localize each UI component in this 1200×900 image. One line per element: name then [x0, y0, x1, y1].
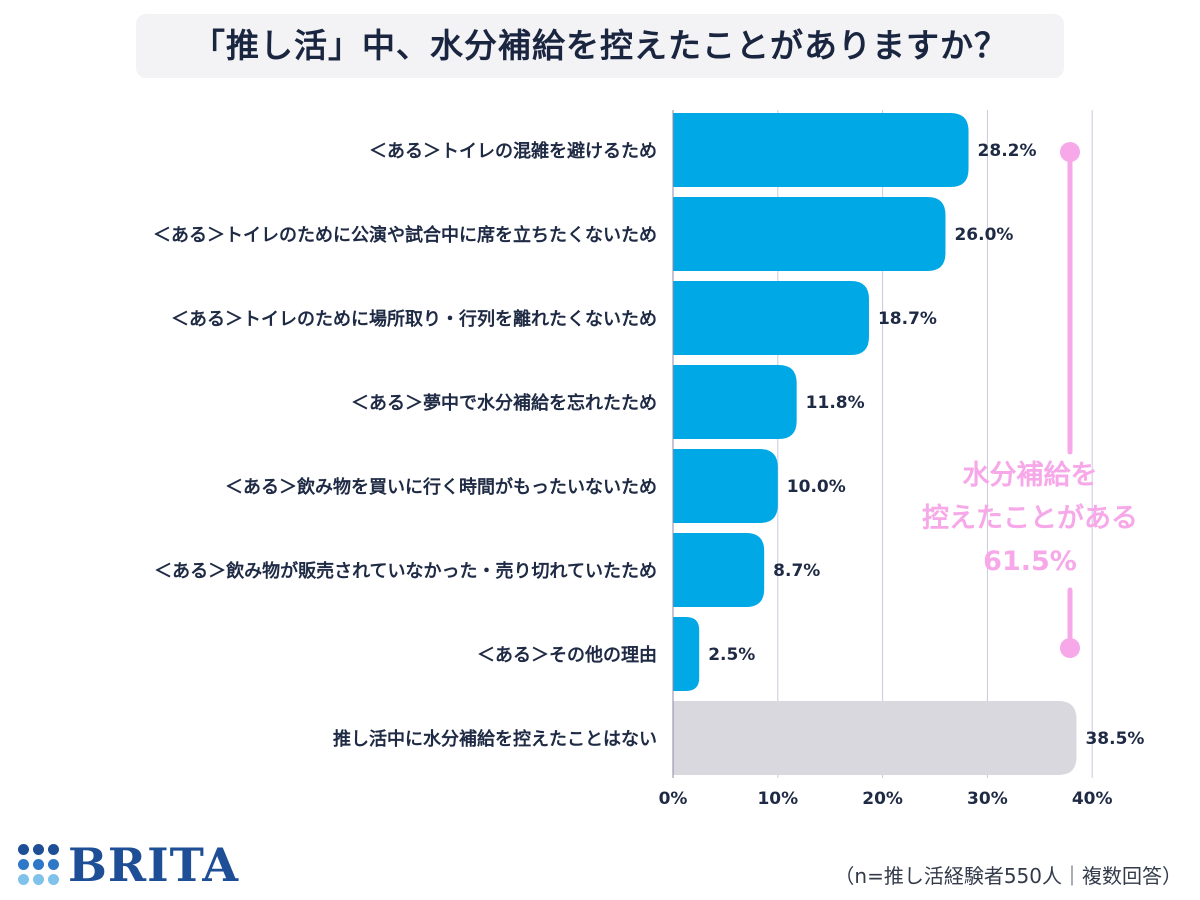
x-tick-label: 0%: [659, 789, 688, 809]
title-box: 「推し活」中、水分補給を控えたことがありますか？: [136, 14, 1064, 78]
brita-dots-icon: [18, 844, 62, 888]
bar: [673, 281, 869, 355]
bar: [673, 365, 797, 439]
category-label: 推し活中に水分補給を控えたことはない: [333, 728, 657, 750]
value-label: 18.7%: [878, 309, 937, 329]
bar: [673, 701, 1077, 775]
bar: [673, 113, 969, 187]
value-label: 26.0%: [954, 225, 1013, 245]
x-tick-label: 40%: [1072, 789, 1113, 809]
chart-title: 「推し活」中、水分補給を控えたことがありますか？: [192, 26, 1008, 65]
value-label: 11.8%: [806, 393, 865, 413]
value-label: 10.0%: [787, 477, 846, 497]
value-label: 28.2%: [978, 141, 1037, 161]
value-label: 8.7%: [773, 561, 820, 581]
value-label: 38.5%: [1085, 729, 1144, 749]
x-tick-label: 30%: [967, 789, 1008, 809]
bar: [673, 449, 778, 523]
category-label: ＜ある＞その他の理由: [477, 644, 657, 666]
bar: [673, 197, 946, 271]
category-label: ＜ある＞トイレのために公演や試合中に席を立ちたくないため: [153, 224, 657, 246]
x-tick-label: 20%: [862, 789, 903, 809]
brita-logo-text: BRITA: [68, 838, 240, 892]
category-label: ＜ある＞飲み物を買いに行く時間がもったいないため: [225, 476, 657, 498]
bar: [673, 617, 700, 691]
annotation-dot-bottom: [1060, 638, 1080, 658]
annotation-line1: 水分補給を: [963, 459, 1098, 491]
category-label: ＜ある＞夢中で水分補給を忘れたため: [351, 392, 657, 414]
category-label: ＜ある＞トイレのために場所取り・行列を離れたくないため: [171, 308, 657, 330]
annotation-dot-top: [1060, 142, 1080, 162]
bar: [673, 533, 765, 607]
annotation-line2: 控えたことがある: [922, 502, 1138, 534]
footnote: （n=推し活経験者550人｜複数回答）: [834, 864, 1182, 888]
brita-logo: BRITA: [18, 838, 238, 892]
category-label: ＜ある＞トイレの混雑を避けるため: [369, 140, 657, 162]
category-label: ＜ある＞飲み物が販売されていなかった・売り切れていたため: [154, 560, 657, 582]
x-tick-label: 10%: [757, 789, 798, 809]
annotation-line3: 61.5%: [983, 546, 1077, 577]
value-label: 2.5%: [708, 645, 755, 665]
